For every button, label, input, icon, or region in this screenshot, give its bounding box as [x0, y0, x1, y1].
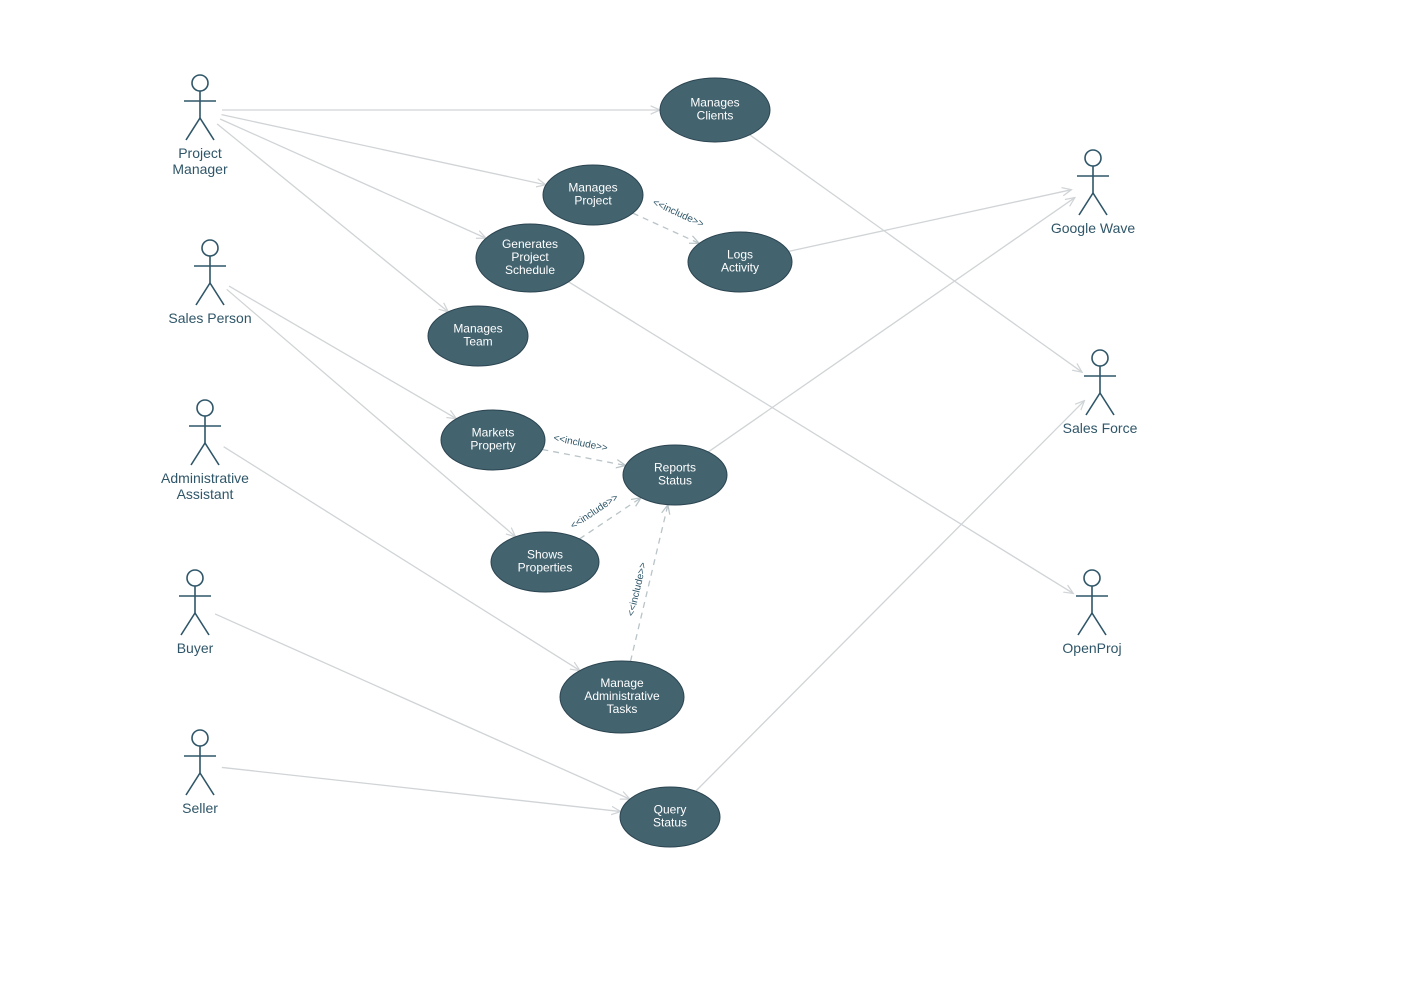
include-label: <<include>>: [569, 492, 621, 532]
actor-label: OpenProj: [1062, 640, 1121, 656]
usecase-label: Tasks: [607, 702, 638, 716]
usecase-label: Activity: [721, 261, 759, 275]
include-label: <<include>>: [626, 561, 650, 617]
association-edge: [222, 767, 621, 811]
actor-sforce: Sales Force: [1063, 350, 1138, 436]
association-edge: [789, 190, 1072, 252]
actor-label: Buyer: [177, 640, 214, 656]
usecase-label: Project: [574, 194, 612, 208]
usecase-label: Manages: [453, 322, 502, 336]
actor-label: Google Wave: [1051, 220, 1136, 236]
usecase-gsched: GeneratesProjectSchedule: [476, 224, 584, 292]
usecase-qstatus: QueryStatus: [620, 787, 720, 847]
include-label: <<include>>: [552, 433, 608, 454]
usecase-label: Manages: [690, 96, 739, 110]
usecase-label: Administrative: [584, 689, 660, 703]
actor-sales: Sales Person: [168, 240, 251, 326]
actor-label: Assistant: [177, 486, 234, 502]
usecase-label: Shows: [527, 548, 563, 562]
actor-label: Manager: [172, 161, 228, 177]
association-edge: [220, 119, 486, 238]
include-edge: [542, 449, 625, 465]
association-edge: [222, 115, 546, 185]
usecase-mprop: MarketsProperty: [441, 410, 545, 470]
actor-oproj: OpenProj: [1062, 570, 1121, 656]
usecase-label: Property: [470, 439, 515, 453]
actor-label: Sales Force: [1063, 420, 1138, 436]
usecase-label: Team: [463, 335, 492, 349]
association-edge: [217, 124, 448, 312]
association-edge: [229, 286, 456, 419]
usecase-label: Markets: [472, 426, 515, 440]
usecase-label: Properties: [518, 561, 573, 575]
usecase-sprop: ShowsProperties: [491, 532, 599, 592]
usecase-logs: LogsActivity: [688, 232, 792, 292]
actor-label: Administrative: [161, 470, 249, 486]
usecase-label: Logs: [727, 248, 753, 262]
usecase-mteam: ManagesTeam: [428, 306, 528, 366]
usecase-label: Reports: [654, 461, 696, 475]
actor-label: Seller: [182, 800, 218, 816]
actor-seller: Seller: [182, 730, 218, 816]
actor-gwave: Google Wave: [1051, 150, 1136, 236]
usecase-mclients: ManagesClients: [660, 78, 770, 142]
usecase-label: Status: [658, 474, 692, 488]
usecase-label: Manages: [568, 181, 617, 195]
usecase-madmin: ManageAdministrativeTasks: [560, 661, 684, 733]
actor-buyer: Buyer: [177, 570, 214, 656]
actor-label: Sales Person: [168, 310, 251, 326]
association-edge: [696, 401, 1085, 792]
actor-label: Project: [178, 145, 222, 161]
usecase-label: Manage: [600, 676, 644, 690]
usecase-label: Status: [653, 816, 687, 830]
usecase-label: Project: [511, 250, 549, 264]
usecase-label: Clients: [697, 109, 734, 123]
use-case-diagram: <<include>> <<include>> <<include>> <<inclu…: [0, 0, 1406, 986]
usecase-label: Query: [654, 803, 687, 817]
association-edge: [750, 135, 1082, 372]
usecase-label: Schedule: [505, 263, 555, 277]
include-label: <<include>>: [651, 197, 706, 230]
usecase-rstatus: ReportsStatus: [623, 445, 727, 505]
usecase-label: Generates: [502, 237, 558, 251]
association-edge: [569, 282, 1074, 594]
actor-admin: AdministrativeAssistant: [161, 400, 249, 502]
usecase-mproject: ManagesProject: [543, 165, 643, 225]
